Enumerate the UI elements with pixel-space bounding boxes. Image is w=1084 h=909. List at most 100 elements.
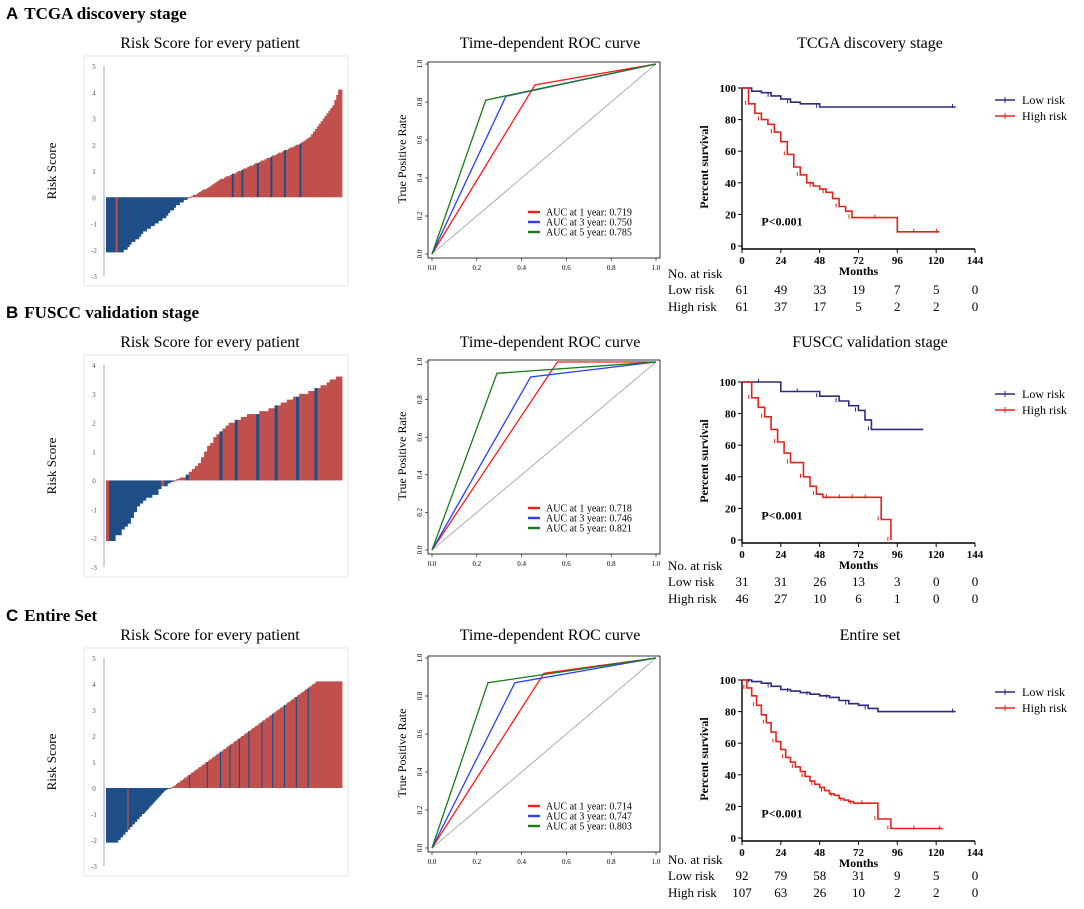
risk-bar [156, 788, 159, 799]
y-tick-label: 0.0 [416, 249, 424, 258]
at-risk-cell: 0 [932, 591, 940, 606]
risk-bar [219, 751, 222, 788]
risk-bar [199, 767, 202, 788]
risk-bar [320, 681, 323, 788]
y-axis-label: Risk Score [44, 733, 59, 790]
risk-bar [152, 788, 154, 804]
y-axis-label: True Positive Rate [395, 115, 409, 204]
risk-plot-title: Risk Score for every patient [120, 35, 300, 52]
x-axis-label: Months [839, 558, 879, 572]
risk-bar [225, 425, 229, 481]
risk-bar [231, 173, 235, 198]
plot-frame [83, 647, 349, 877]
risk-bar [260, 160, 264, 198]
x-tick-label: 0.2 [472, 264, 481, 272]
risk-bar [307, 138, 310, 198]
risk-bar [261, 721, 263, 788]
risk-bar [185, 777, 188, 788]
risk-bar [173, 197, 177, 208]
y-axis-label: Percent survival [697, 717, 711, 801]
risk-bar [191, 772, 193, 788]
y-tick-label: 1.0 [416, 59, 424, 68]
x-tick-label: 24 [775, 255, 787, 267]
x-tick-label: 120 [928, 255, 945, 267]
at-risk-cell: 26 [813, 885, 827, 900]
risk-bar [326, 681, 329, 788]
panel-c-header: C Entire Set [6, 606, 97, 626]
y-tick-label: 0.4 [416, 470, 424, 479]
risk-bar [148, 197, 151, 229]
risk-bar [273, 712, 275, 788]
risk-bar [270, 715, 273, 788]
risk-bar [125, 197, 128, 250]
risk-bar [165, 788, 167, 791]
y-tick-label: 3 [92, 391, 96, 399]
risk-bar [185, 474, 190, 481]
risk-bar [275, 711, 278, 788]
at-risk-cell: 19 [852, 282, 865, 297]
x-tick-label: 24 [775, 549, 787, 561]
panel-letter: C [6, 606, 19, 625]
plot-frame [427, 61, 661, 259]
risk-bar [243, 168, 246, 198]
risk-bar [119, 197, 122, 253]
risk-bar [280, 402, 285, 481]
risk-bar [301, 142, 304, 198]
risk-bar [162, 788, 165, 792]
at-risk-cell: 92 [735, 868, 749, 883]
risk-bar [193, 194, 196, 198]
risk-bar [262, 411, 266, 481]
risk-bar [258, 723, 261, 788]
risk-bar [218, 752, 221, 788]
risk-bar [265, 411, 269, 481]
risk-bar [143, 788, 146, 813]
risk-bar [149, 788, 152, 807]
risk-bar [333, 681, 336, 788]
risk-bar [300, 693, 303, 788]
risk-bar [245, 733, 248, 788]
y-tick-label: 20 [725, 801, 737, 813]
plot-frame [427, 359, 661, 555]
at-risk-cell: 5 [932, 282, 940, 297]
risk-bar [136, 480, 141, 507]
risk-bar [251, 728, 254, 788]
legend-label: High risk [1022, 403, 1067, 417]
at-risk-cell: 31 [852, 868, 865, 883]
risk-bar [224, 749, 227, 788]
risk-bar [190, 773, 192, 788]
risk-bar [319, 681, 322, 788]
at-risk-cell: 33 [813, 282, 827, 297]
y-tick-label: 60 [725, 440, 737, 452]
risk-bar [236, 739, 239, 788]
roc-plot: 0.0 0.2 0.4 0.6 0.8 1.0 0.0 0.2 0.4 0.6 0.8 1.0 True… [395, 653, 661, 866]
risk-bar [127, 788, 129, 830]
y-tick-label: 2 [92, 420, 96, 428]
y-tick-label: -3 [91, 273, 97, 281]
at-risk-cell: 10 [852, 885, 865, 900]
roc-curve-line [431, 63, 657, 255]
risk-bar [165, 197, 169, 216]
risk-bar [115, 480, 119, 536]
risk-bar [158, 788, 160, 798]
risk-bar [203, 764, 205, 788]
risk-bar [247, 732, 249, 788]
risk-bar [231, 422, 236, 481]
risk-bar [266, 717, 268, 788]
risk-bar [200, 190, 204, 198]
risk-bar [194, 769, 197, 788]
km-plot-title: FUSCC validation stage [792, 334, 948, 351]
risk-bar [223, 749, 225, 788]
x-tick-label: 0.8 [607, 560, 616, 568]
risk-bar [324, 681, 326, 788]
y-tick-label: 100 [720, 377, 737, 389]
at-risk-cell: 0 [971, 299, 979, 314]
risk-bar [140, 788, 142, 817]
at-risk-cell: 0 [932, 574, 940, 589]
risk-bar [187, 775, 190, 788]
risk-bar [248, 730, 250, 788]
risk-bar [302, 691, 305, 788]
plot-frame [427, 655, 661, 853]
risk-bar [214, 182, 217, 198]
risk-bar [210, 185, 213, 198]
at-risk-cell: 0 [971, 591, 979, 606]
